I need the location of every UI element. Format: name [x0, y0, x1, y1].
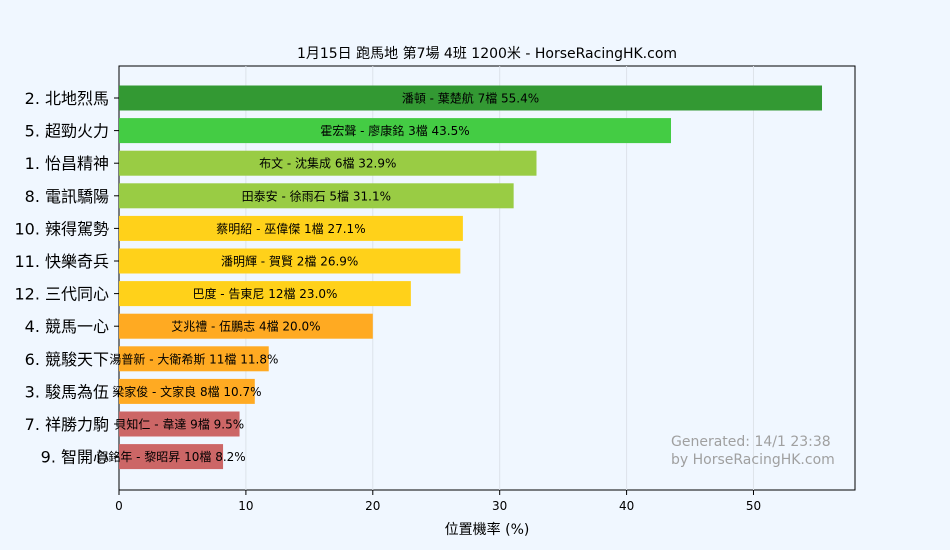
bar [119, 118, 671, 144]
category-label: 11. 快樂奇兵 [14, 252, 109, 271]
y-tick-labels: 2. 北地烈馬 5. 超勁火力 1. 怡昌精神 8. 電訊驕陽 10. 辣得駕勢 11. … [14, 89, 119, 467]
bar [119, 85, 823, 111]
category-label: 3. 駿馬為伍 [25, 382, 109, 401]
category-label: 6. 競駿天下 [25, 350, 109, 369]
bar-label: 貝知仁 - 韋達 9檔 9.5% [114, 418, 244, 432]
bar-label: 潘明輝 - 賀賢 2檔 26.9% [221, 255, 358, 269]
bar [119, 150, 537, 176]
x-tick-label: 10 [238, 499, 253, 513]
bar [119, 346, 269, 372]
bar [119, 313, 373, 339]
bar [119, 444, 224, 470]
bar-label: 蔡明紹 - 巫偉傑 1檔 27.1% [216, 222, 365, 236]
annotation-line-source: by HorseRacingHK.com [671, 452, 835, 468]
bar [119, 248, 461, 274]
category-label: 10. 辣得駕勢 [14, 219, 109, 238]
annotation: Generated: 14/1 23:38 by HorseRacingHK.c… [671, 434, 835, 468]
category-label: 4. 競馬一心 [25, 317, 109, 336]
x-tick-label: 40 [619, 499, 634, 513]
bar-label: 艾兆禮 - 伍鵬志 4檔 20.0% [171, 320, 320, 334]
bar-label: 田泰安 - 徐雨石 5檔 31.1% [242, 188, 391, 203]
category-label: 5. 超勁火力 [25, 122, 109, 141]
category-label: 2. 北地烈馬 [25, 89, 109, 108]
bar [119, 281, 411, 307]
chart-title: 1月15日 跑馬地 第7場 4班 1200米 - HorseRacingHK.c… [297, 45, 677, 62]
category-label: 7. 祥勝力駒 [25, 415, 109, 434]
x-tick-label: 30 [492, 499, 507, 513]
category-label: 12. 三代同心 [14, 285, 109, 304]
bar [119, 215, 463, 241]
bar-label: 霍宏聲 - 廖康銘 3檔 43.5% [320, 123, 469, 138]
bar [119, 411, 240, 437]
category-label: 8. 電訊驕陽 [25, 187, 109, 206]
bar-label: 梁家俊 - 文家良 8檔 10.7% [112, 384, 261, 399]
annotation-line-generated: Generated: 14/1 23:38 [671, 434, 831, 450]
bar-label: 賀銘年 - 黎昭昇 10檔 8.2% [96, 449, 245, 464]
x-tick-label: 0 [115, 499, 123, 513]
x-tick-label: 20 [365, 499, 380, 513]
bar-label: 巴度 - 告東尼 12檔 23.0% [192, 286, 337, 301]
bars-group: 潘頓 - 葉楚航 7檔 55.4% 霍宏聲 - 廖康銘 3檔 43.5% 布文 - … [96, 85, 823, 470]
x-axis-label: 位置機率 (%) [445, 521, 530, 538]
category-label: 9. 智開心 [41, 448, 109, 467]
x-tick-label: 50 [746, 499, 761, 513]
x-tick-labels: 0 10 20 30 40 50 [115, 490, 761, 513]
category-label: 1. 怡昌精神 [25, 154, 109, 173]
bar-label: 湯普新 - 大衛希斯 11檔 11.8% [109, 351, 278, 366]
bar-label: 布文 - 沈集成 6檔 32.9% [259, 156, 396, 171]
bar [119, 183, 514, 209]
bar [119, 378, 255, 404]
bar-label: 潘頓 - 葉楚航 7檔 55.4% [402, 91, 539, 106]
